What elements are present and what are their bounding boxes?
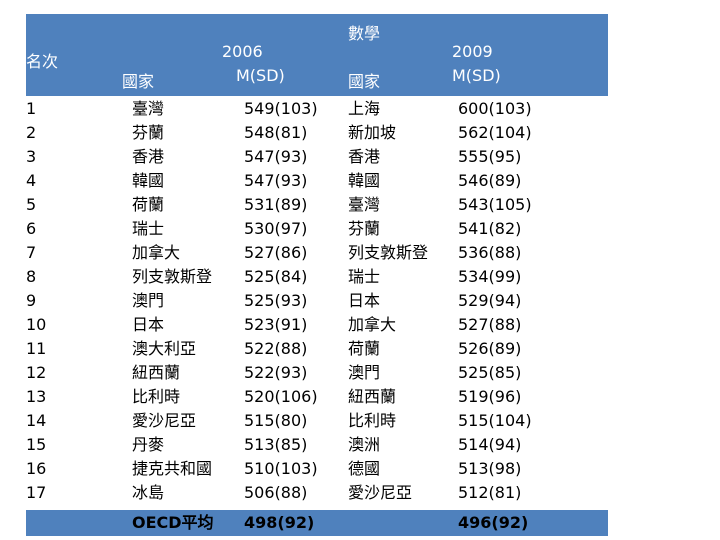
score-2006-cell: 549(103) xyxy=(244,99,318,118)
country-2009-cell: 加拿大 xyxy=(348,315,397,334)
rank-cell: 17 xyxy=(26,483,47,502)
score-2006-cell: 522(93) xyxy=(244,363,308,382)
rank-cell: 6 xyxy=(26,219,37,238)
country-2009-cell: 日本 xyxy=(348,291,381,310)
score-2009-cell: 600(103) xyxy=(458,99,532,118)
score-2006-cell: 523(91) xyxy=(244,315,308,334)
rank-cell: 11 xyxy=(26,339,47,358)
country-2009-cell: 香港 xyxy=(348,147,381,166)
country-2006-cell: 比利時 xyxy=(132,387,181,406)
score-2009-cell: 529(94) xyxy=(458,291,522,310)
score-2009-cell: 534(99) xyxy=(458,267,522,286)
country-2009-header: 國家 xyxy=(348,72,381,91)
rank-cell: 16 xyxy=(26,459,47,478)
country-2006-cell: 捷克共和國 xyxy=(132,459,213,478)
country-2006-cell: 臺灣 xyxy=(132,99,165,118)
msd-2006-header: M(SD) xyxy=(236,66,285,85)
score-2006-cell: 531(89) xyxy=(244,195,308,214)
country-2006-cell: 丹麥 xyxy=(132,435,165,454)
score-2009-cell: 513(98) xyxy=(458,459,522,478)
score-2009-cell: 527(88) xyxy=(458,315,522,334)
score-2009-cell: 525(85) xyxy=(458,363,522,382)
score-2009-cell: 541(82) xyxy=(458,219,522,238)
country-2006-cell: 澳門 xyxy=(132,291,165,310)
score-2006-cell: 525(84) xyxy=(244,267,308,286)
oecd-average-2009: 496(92) xyxy=(458,513,529,532)
score-2009-cell: 543(105) xyxy=(458,195,532,214)
country-2006-cell: 加拿大 xyxy=(132,243,181,262)
score-2009-cell: 546(89) xyxy=(458,171,522,190)
rank-cell: 12 xyxy=(26,363,47,382)
footer-band xyxy=(26,510,608,536)
country-2009-cell: 荷蘭 xyxy=(348,339,381,358)
rank-cell: 14 xyxy=(26,411,47,430)
score-2009-cell: 526(89) xyxy=(458,339,522,358)
score-2006-cell: 506(88) xyxy=(244,483,308,502)
rank-cell: 8 xyxy=(26,267,37,286)
country-2006-cell: 冰島 xyxy=(132,483,165,502)
country-2009-cell: 新加坡 xyxy=(348,123,397,142)
country-2009-cell: 比利時 xyxy=(348,411,397,430)
score-2009-cell: 555(95) xyxy=(458,147,522,166)
country-2006-cell: 澳大利亞 xyxy=(132,339,197,358)
country-2009-cell: 韓國 xyxy=(348,171,381,190)
score-2006-cell: 547(93) xyxy=(244,171,308,190)
country-2006-cell: 荷蘭 xyxy=(132,195,165,214)
country-2006-cell: 愛沙尼亞 xyxy=(132,411,197,430)
country-2006-cell: 香港 xyxy=(132,147,165,166)
year-2006-header: 2006 xyxy=(222,42,263,61)
score-2006-cell: 522(88) xyxy=(244,339,308,358)
rank-cell: 10 xyxy=(26,315,47,334)
score-2006-cell: 513(85) xyxy=(244,435,308,454)
rank-cell: 13 xyxy=(26,387,47,406)
score-2006-cell: 530(97) xyxy=(244,219,308,238)
country-2009-cell: 愛沙尼亞 xyxy=(348,483,413,502)
score-2009-cell: 514(94) xyxy=(458,435,522,454)
msd-2009-header: M(SD) xyxy=(452,66,501,85)
rank-cell: 1 xyxy=(26,99,37,118)
score-2009-cell: 536(88) xyxy=(458,243,522,262)
rank-header: 名次 xyxy=(26,52,59,71)
rank-cell: 15 xyxy=(26,435,47,454)
score-2009-cell: 515(104) xyxy=(458,411,532,430)
country-2009-cell: 列支敦斯登 xyxy=(348,243,429,262)
oecd-average-label: OECD平均 xyxy=(132,513,214,532)
country-2006-cell: 瑞士 xyxy=(132,219,165,238)
country-2006-cell: 紐西蘭 xyxy=(132,363,181,382)
country-2006-cell: 韓國 xyxy=(132,171,165,190)
pisa-math-ranking-table: 數學 名次 2006 M(SD) 國家 國家 2009 M(SD) 1 臺灣 549… xyxy=(26,14,608,540)
country-2009-cell: 澳門 xyxy=(348,363,381,382)
country-2006-cell: 列支敦斯登 xyxy=(132,267,213,286)
oecd-average-2006: 498(92) xyxy=(244,513,315,532)
country-2006-cell: 芬蘭 xyxy=(132,123,165,142)
score-2006-cell: 520(106) xyxy=(244,387,318,406)
country-2006-header: 國家 xyxy=(122,72,155,91)
year-2009-header: 2009 xyxy=(452,42,493,61)
country-2009-cell: 德國 xyxy=(348,459,381,478)
country-2009-cell: 芬蘭 xyxy=(348,219,381,238)
rank-cell: 7 xyxy=(26,243,37,262)
score-2009-cell: 519(96) xyxy=(458,387,522,406)
rank-cell: 5 xyxy=(26,195,37,214)
country-2009-cell: 臺灣 xyxy=(348,195,381,214)
rank-cell: 2 xyxy=(26,123,37,142)
country-2006-cell: 日本 xyxy=(132,315,165,334)
rank-cell: 9 xyxy=(26,291,37,310)
score-2006-cell: 510(103) xyxy=(244,459,318,478)
score-2006-cell: 548(81) xyxy=(244,123,308,142)
score-2006-cell: 527(86) xyxy=(244,243,308,262)
rank-cell: 4 xyxy=(26,171,37,190)
country-2009-cell: 瑞士 xyxy=(348,267,381,286)
score-2006-cell: 515(80) xyxy=(244,411,308,430)
country-2009-cell: 澳洲 xyxy=(348,435,381,454)
score-2009-cell: 512(81) xyxy=(458,483,522,502)
rank-cell: 3 xyxy=(26,147,37,166)
country-2009-cell: 上海 xyxy=(348,99,381,118)
country-2009-cell: 紐西蘭 xyxy=(348,387,397,406)
score-2009-cell: 562(104) xyxy=(458,123,532,142)
subject-title: 數學 xyxy=(348,24,381,43)
score-2006-cell: 547(93) xyxy=(244,147,308,166)
score-2006-cell: 525(93) xyxy=(244,291,308,310)
table-header: 數學 名次 2006 M(SD) 國家 國家 2009 M(SD) xyxy=(26,14,608,96)
